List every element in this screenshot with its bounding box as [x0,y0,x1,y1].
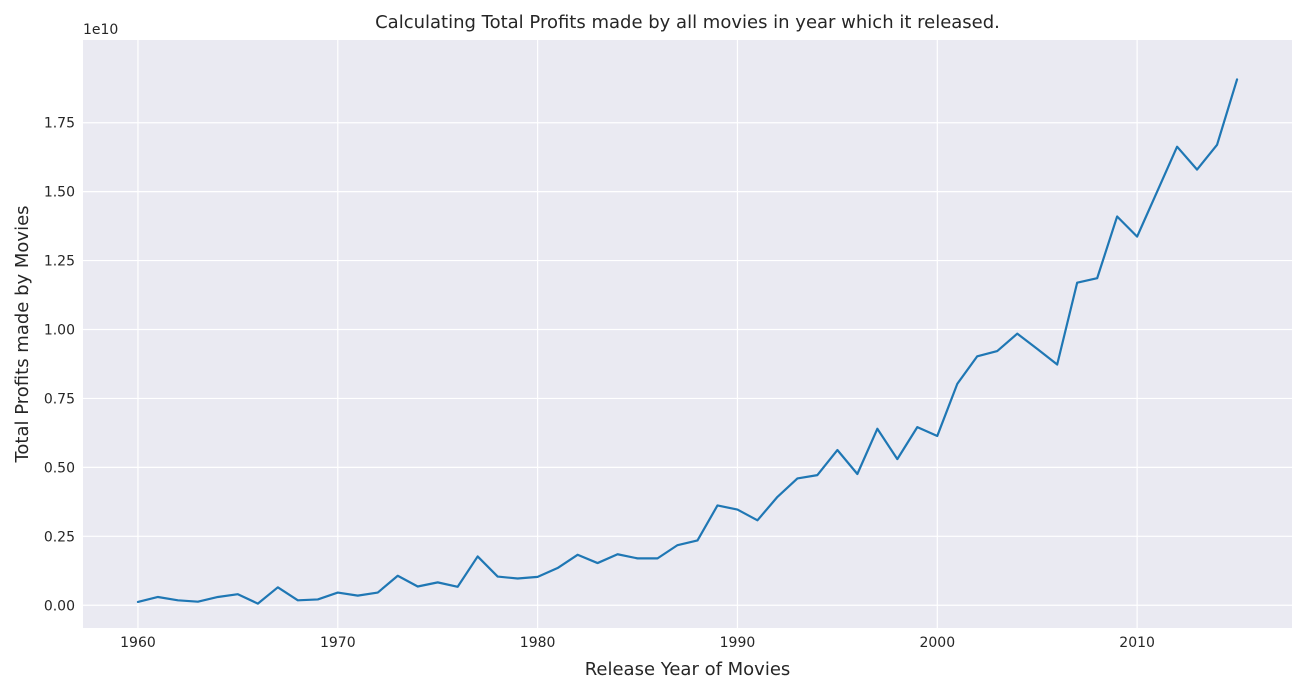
x-axis-ticks: 1960 1970 1980 1990 2000 2010 [120,635,1155,651]
x-tick-label: 1970 [320,635,356,651]
plot-area [83,40,1292,628]
y-tick-label: 0.25 [44,529,75,545]
x-axis-title: Release Year of Movies [585,659,791,680]
y-tick-label: 1.00 [44,323,75,339]
x-tick-label: 1990 [720,635,756,651]
chart-title: Calculating Total Profits made by all mo… [375,12,1000,33]
y-tick-label: 1.50 [44,185,75,201]
y-axis-title: Total Profits made by Movies [12,205,33,463]
y-axis-offset-label: 1e10 [83,22,118,38]
x-tick-label: 1960 [120,635,156,651]
y-tick-label: 0.75 [44,391,75,407]
y-tick-label: 1.25 [44,254,75,270]
y-tick-label: 1.75 [44,116,75,132]
x-tick-label: 1980 [520,635,556,651]
y-tick-label: 0.50 [44,460,75,476]
y-axis-ticks: 0.00 0.25 0.50 0.75 1.00 1.25 1.50 1.75 [44,116,75,615]
x-tick-label: 2000 [919,635,955,651]
x-tick-label: 2010 [1119,635,1155,651]
y-tick-label: 0.00 [44,598,75,614]
